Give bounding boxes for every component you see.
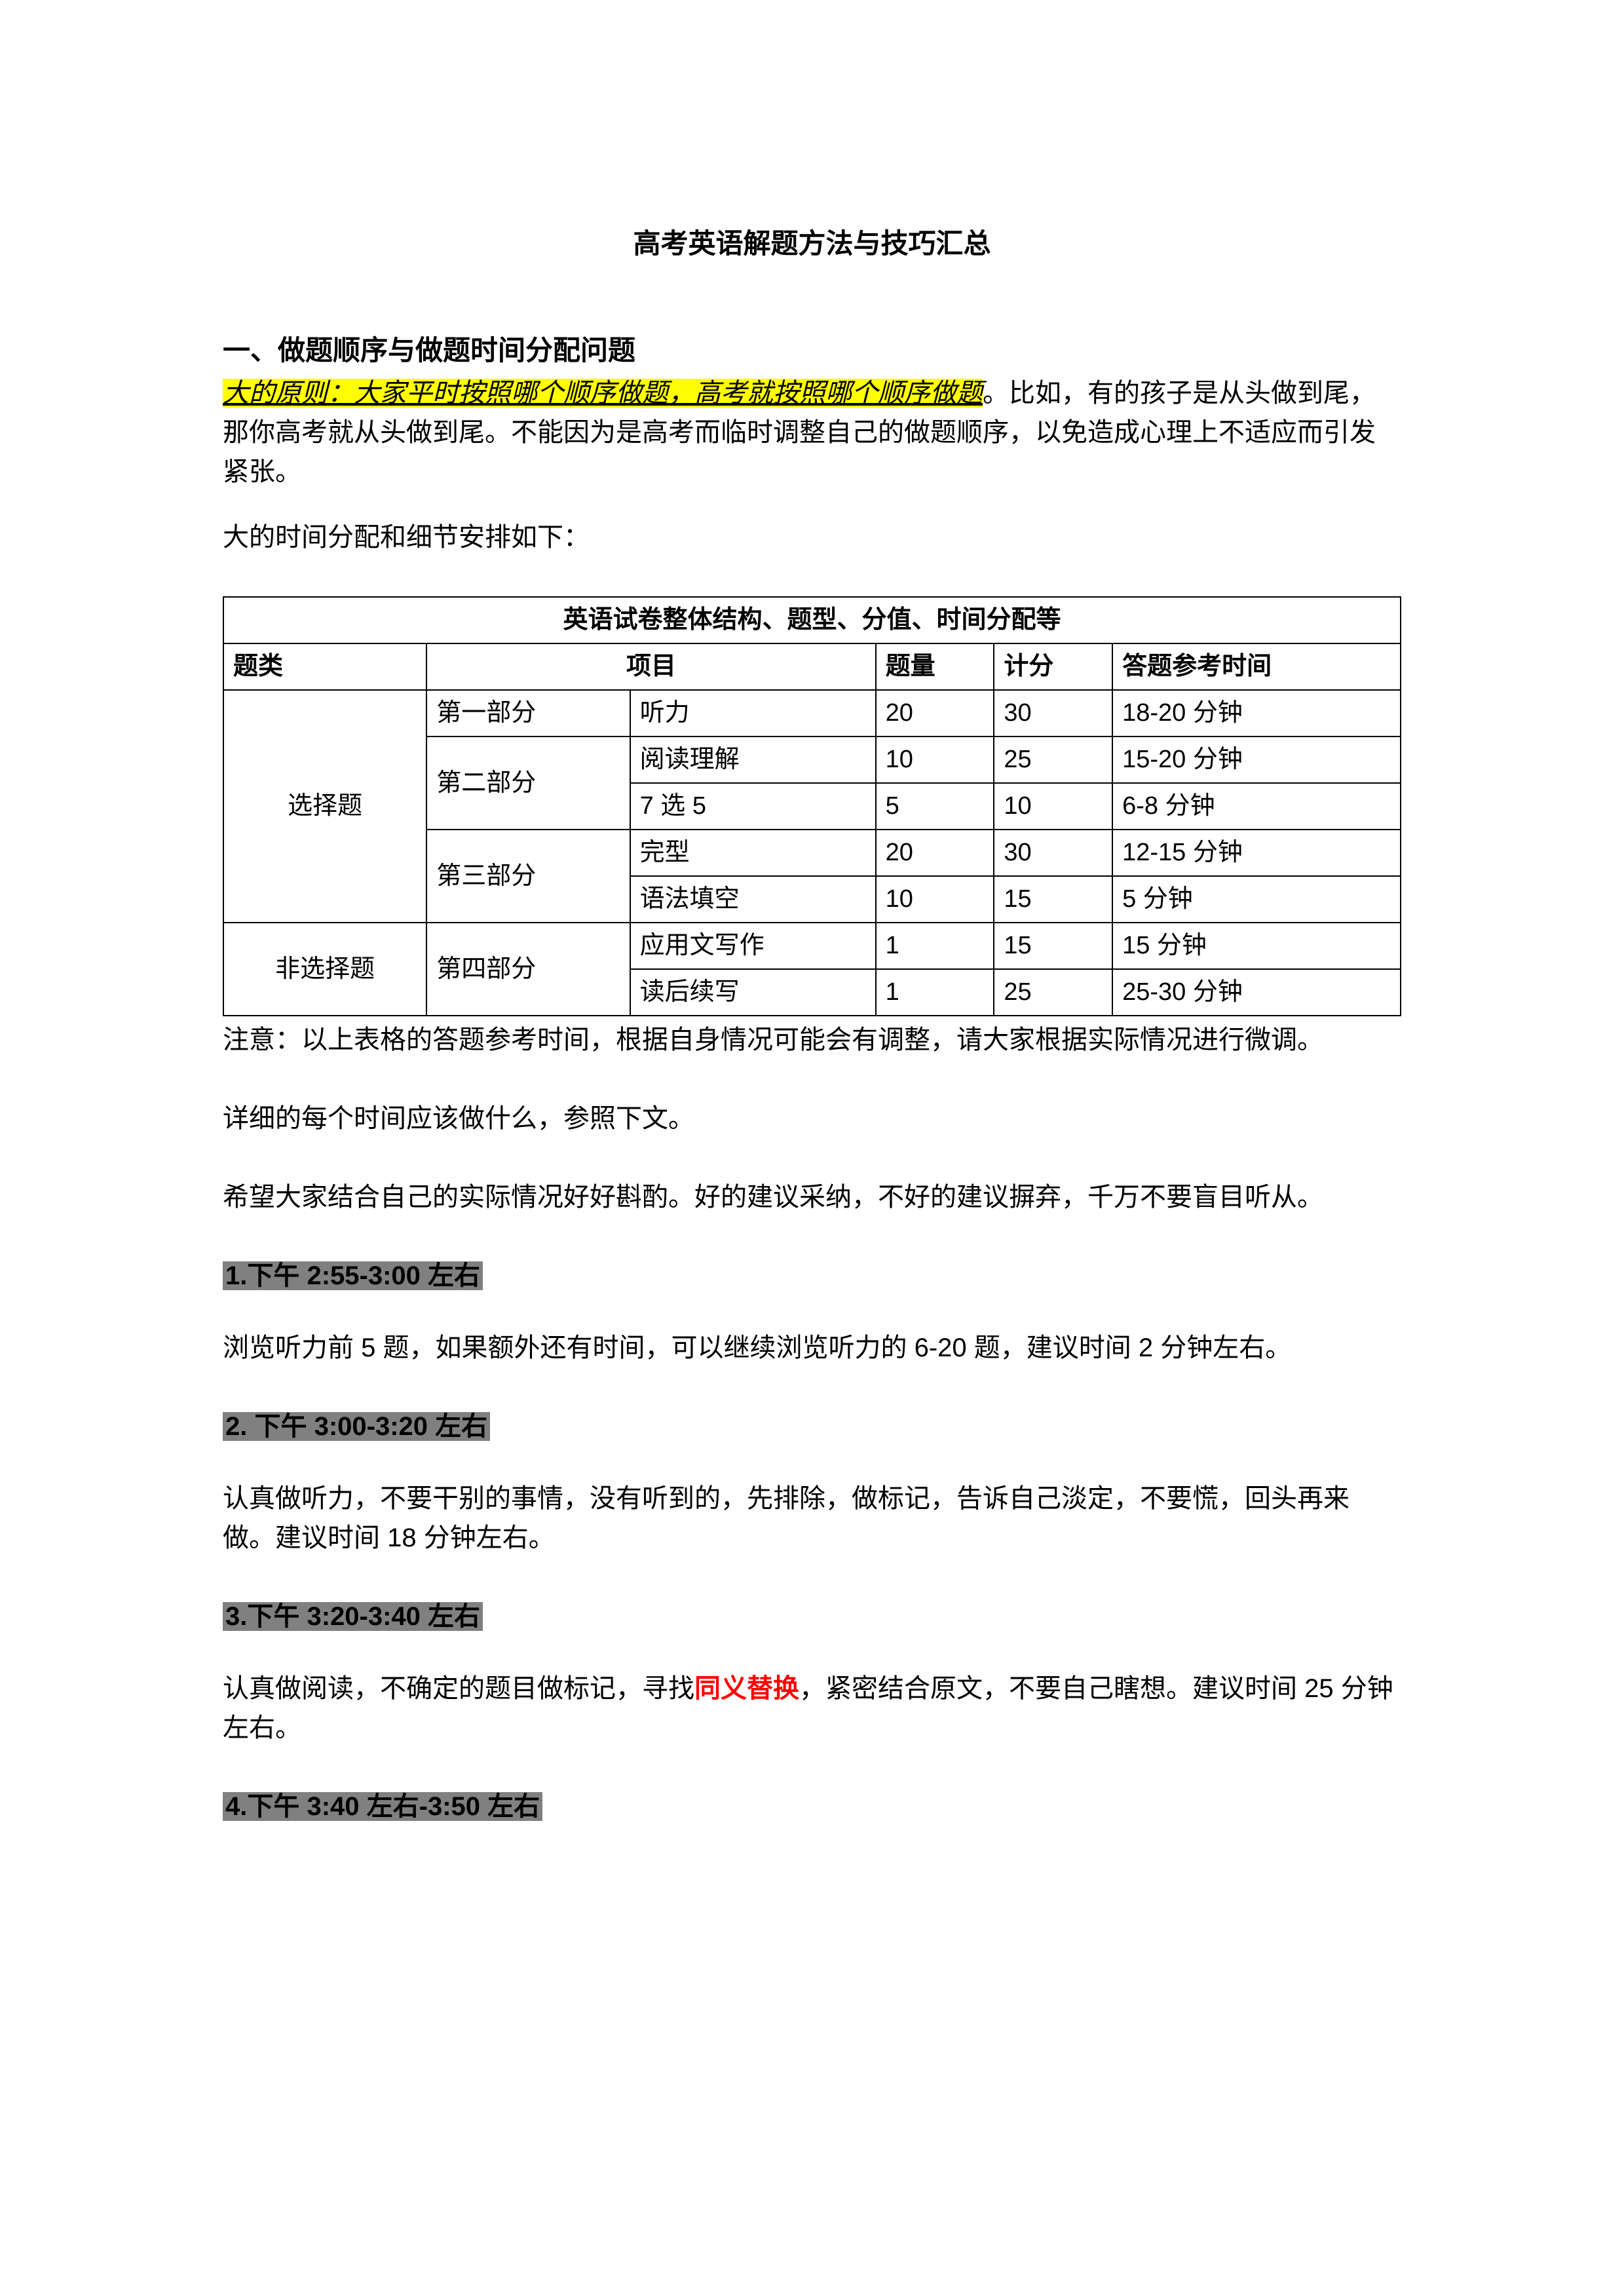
table-cell: 15-20 分钟 xyxy=(1112,737,1401,783)
section-1-subpara: 大的时间分配和细节安排如下： xyxy=(223,518,1401,557)
table-cell: 完型 xyxy=(630,830,876,876)
time-heading-3: 3.下午 3:20-3:40 左右 xyxy=(223,1602,483,1631)
table-cell: 15 分钟 xyxy=(1112,923,1401,969)
table-cell: 5 xyxy=(876,783,994,830)
time-heading-2: 2. 下午 3:00-3:20 左右 xyxy=(223,1412,490,1441)
table-cell: 30 xyxy=(994,830,1112,876)
table-cell: 6-8 分钟 xyxy=(1112,783,1401,830)
section-1-paragraph: 大的原则：大家平时按照哪个顺序做题，高考就按照哪个顺序做题。比如，有的孩子是从头… xyxy=(223,373,1401,491)
table-cell: 应用文写作 xyxy=(630,923,876,969)
table-cell: 12-15 分钟 xyxy=(1112,830,1401,876)
table-cell: 15 xyxy=(994,923,1112,969)
page-title: 高考英语解题方法与技巧汇总 xyxy=(223,223,1401,264)
highlighted-principle: 大的原则：大家平时按照哪个顺序做题，高考就按照哪个顺序做题 xyxy=(223,379,983,408)
table-cell: 非选择题 xyxy=(223,923,426,1016)
time-heading-1: 1.下午 2:55-3:00 左右 xyxy=(223,1261,483,1290)
table-cell: 7 选 5 xyxy=(630,783,876,830)
note-3: 希望大家结合自己的实际情况好好斟酌。好的建议采纳，不好的建议摒弃，千万不要盲目听… xyxy=(223,1177,1401,1217)
time-para-3: 认真做阅读，不确定的题目做标记，寻找同义替换，紧密结合原文，不要自己瞎想。建议时… xyxy=(223,1669,1401,1748)
table-cell: 阅读理解 xyxy=(630,737,876,783)
table-cell: 第二部分 xyxy=(426,737,630,830)
time-para-3-before: 认真做阅读，不确定的题目做标记，寻找 xyxy=(223,1674,694,1703)
table-cell: 25 xyxy=(994,737,1112,783)
table-cell: 选择题 xyxy=(223,690,426,923)
table-header: 题量 xyxy=(876,643,994,690)
table-header: 项目 xyxy=(426,643,875,690)
table-cell: 10 xyxy=(876,876,994,923)
table-header: 计分 xyxy=(994,643,1112,690)
table-cell: 5 分钟 xyxy=(1112,876,1401,923)
table-cell: 25 xyxy=(994,969,1112,1016)
section-1-heading: 一、做题顺序与做题时间分配问题 xyxy=(223,330,1401,371)
time-para-1: 浏览听力前 5 题，如果额外还有时间，可以继续浏览听力的 6-20 题，建议时间… xyxy=(223,1328,1401,1368)
time-para-2: 认真做听力，不要干别的事情，没有听到的，先排除，做标记，告诉自己淡定，不要慌，回… xyxy=(223,1479,1401,1558)
table-cell: 10 xyxy=(994,783,1112,830)
table-cell: 读后续写 xyxy=(630,969,876,1016)
table-cell: 10 xyxy=(876,737,994,783)
table-cell: 第一部分 xyxy=(426,690,630,737)
table-note: 注意：以上表格的答题参考时间，根据自身情况可能会有调整，请大家根据实际情况进行微… xyxy=(223,1020,1401,1060)
note-2: 详细的每个时间应该做什么，参照下文。 xyxy=(223,1099,1401,1138)
table-cell: 30 xyxy=(994,690,1112,737)
table-cell: 25-30 分钟 xyxy=(1112,969,1401,1016)
table-cell: 1 xyxy=(876,969,994,1016)
time-para-3-red: 同义替换 xyxy=(694,1674,799,1703)
table-cell: 20 xyxy=(876,690,994,737)
time-heading-4: 4.下午 3:40 左右-3:50 左右 xyxy=(223,1792,542,1821)
table-header: 题类 xyxy=(223,643,426,690)
table-caption: 英语试卷整体结构、题型、分值、时间分配等 xyxy=(223,597,1401,643)
table-cell: 第四部分 xyxy=(426,923,630,1016)
table-cell: 第三部分 xyxy=(426,830,630,923)
table-cell: 20 xyxy=(876,830,994,876)
table-cell: 15 xyxy=(994,876,1112,923)
table-cell: 1 xyxy=(876,923,994,969)
table-header: 答题参考时间 xyxy=(1112,643,1401,690)
table-cell: 18-20 分钟 xyxy=(1112,690,1401,737)
table-cell: 语法填空 xyxy=(630,876,876,923)
table-cell: 听力 xyxy=(630,690,876,737)
exam-structure-table: 英语试卷整体结构、题型、分值、时间分配等 题类 项目 题量 计分 答题参考时间 … xyxy=(223,596,1401,1016)
